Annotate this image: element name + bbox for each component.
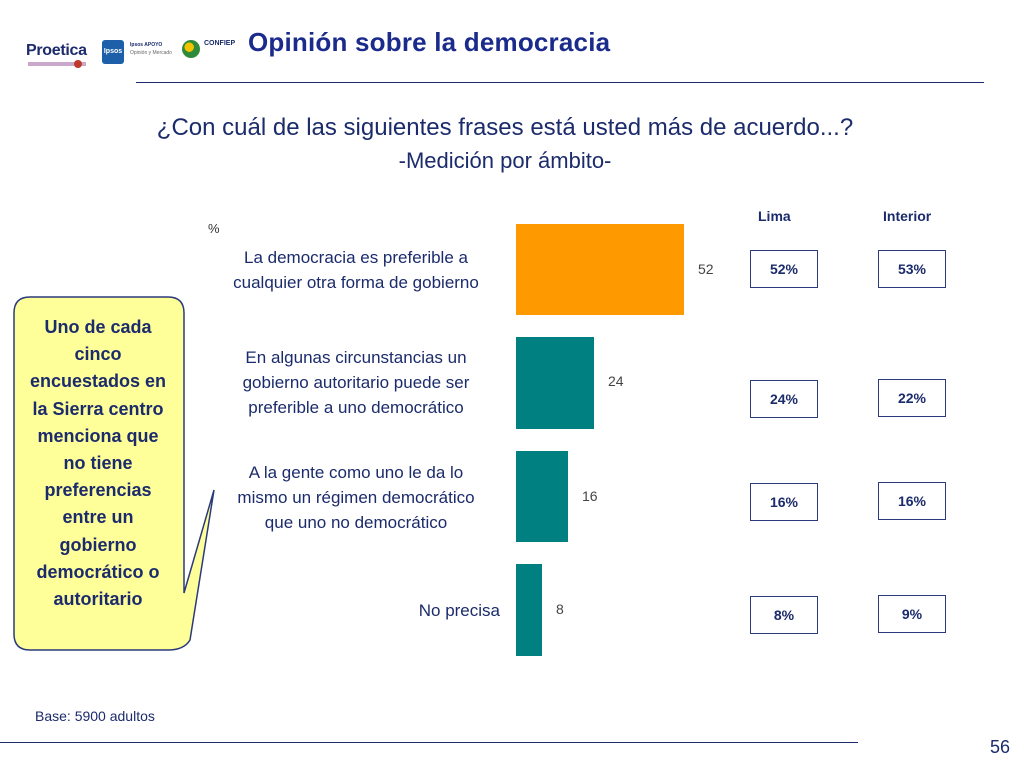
category-label-0: La democracia es preferible a cualquier o…	[206, 245, 506, 295]
confiep-globe-icon	[182, 40, 200, 58]
lima-value-box-1: 24%	[750, 380, 818, 418]
lima-value-box-3: 8%	[750, 596, 818, 634]
bar-1	[516, 337, 594, 429]
category-label-line: En algunas circunstancias un	[245, 347, 467, 367]
page-number: 56	[990, 737, 1011, 757]
base-note: Base: 5900 adultos	[35, 708, 155, 724]
confiep-logo: CONFIEP	[180, 38, 240, 64]
column-header-interior: Interior	[883, 208, 932, 224]
proetica-logo: Proetica	[22, 38, 92, 72]
unit-label: %	[208, 221, 220, 236]
callout-text: Uno de cada cinco encuestados en la Sier…	[29, 317, 167, 610]
ipsos-logo: Ipsos	[102, 40, 124, 64]
lima-value-box-2: 16%	[750, 483, 818, 521]
interior-value-box-1: 22%	[878, 379, 946, 417]
category-label-line: No precisa	[418, 600, 500, 620]
bar-2	[516, 451, 568, 542]
category-label-line: cualquier otra forma de gobierno	[233, 273, 479, 292]
category-label-1: En algunas circunstancias un gobierno aut…	[206, 345, 506, 420]
title-divider	[136, 82, 984, 83]
category-label-line: La democracia es preferible a	[244, 248, 468, 267]
bar-value-label-1: 24	[608, 373, 624, 389]
survey-subtitle: -Medición por ámbito-	[398, 148, 612, 173]
ipsos-apoyo-logo: Ipsos APOYO Opinión y Mercado	[130, 42, 172, 56]
category-label-line: preferible a uno democrático	[248, 397, 464, 417]
bar-value-label-3: 8	[556, 601, 564, 617]
bar-0	[516, 224, 684, 315]
bar-value-label-2: 16	[582, 488, 598, 504]
lima-value-box-0: 52%	[750, 250, 818, 288]
interior-value-box-3: 9%	[878, 595, 946, 633]
footer-divider	[0, 742, 858, 743]
category-label-line: A la gente como uno le da lo	[248, 462, 464, 482]
callout-shape	[13, 296, 215, 651]
column-header-lima: Lima	[758, 208, 791, 224]
proetica-logo-text: Proetica	[26, 42, 87, 59]
category-label-line: mismo un régimen democrático	[237, 487, 475, 507]
bar-3	[516, 564, 542, 656]
category-label-3: No precisa	[206, 598, 500, 623]
survey-question: ¿Con cuál de las siguientes frases está …	[156, 114, 854, 141]
category-label-line: que uno no democrático	[264, 512, 448, 532]
category-label-line: gobierno autoritario puede ser	[242, 372, 470, 392]
interior-value-box-0: 53%	[878, 250, 946, 288]
bar-value-label-0: 52	[698, 261, 714, 277]
interior-value-box-2: 16%	[878, 482, 946, 520]
slide-title: Opinión sobre la democracia	[248, 27, 611, 57]
category-label-2: A la gente como uno le da lo mismo un rég…	[206, 460, 506, 535]
